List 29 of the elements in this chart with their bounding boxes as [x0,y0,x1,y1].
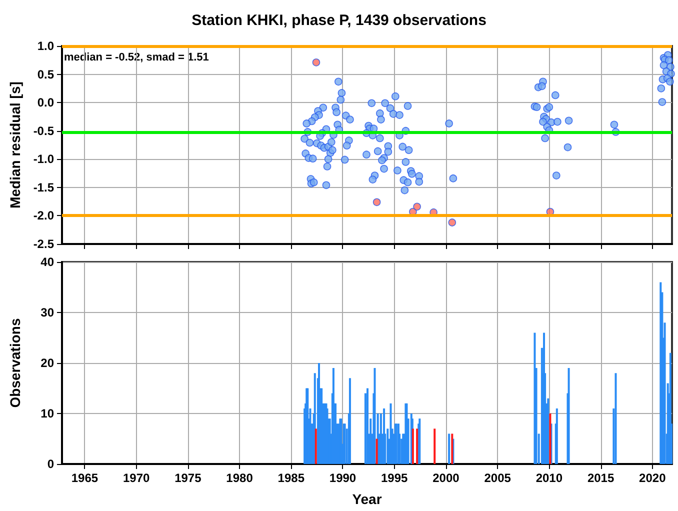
chart-title: Station KHKI, phase P, 1439 observations [192,12,486,29]
x-tick-label: 2000 [432,471,460,485]
y-tick-label: -2.5 [33,237,54,251]
x-tick-label: 1970 [122,471,150,485]
y-tick-label: 1.0 [37,39,54,53]
x-tick-label: 2010 [536,471,563,485]
y-tick-label: 40 [40,255,54,269]
y-tick-label: -0.5 [33,124,54,138]
y-tick-label: 0.0 [37,96,54,110]
y-tick-label: -2.0 [33,208,54,223]
x-tick-label: 1985 [278,471,305,485]
x-tick-label: 1975 [174,471,202,485]
x-tick-label: 2005 [484,471,512,485]
x-tick-label: 1965 [71,471,98,485]
y-tick-label: 0.5 [37,67,54,82]
y-tick-label: 20 [40,356,54,370]
x-tick-label: 1990 [329,471,356,485]
x-tick-label: 2015 [587,471,614,485]
y-axis-title: Observations [7,318,23,408]
y-tick-label: -1.0 [33,152,54,166]
x-tick-label: 1995 [381,471,408,485]
y-tick-label: 0 [47,457,54,471]
y-tick-label: -1.5 [33,180,54,194]
x-tick-label: 2020 [639,471,666,485]
y-tick-label: 30 [40,306,54,320]
x-axis-title: Year [352,491,382,507]
x-tick-label: 1980 [226,471,254,485]
y-axis-title: Median residual [s] [7,82,23,208]
y-tick-label: 10 [40,406,54,420]
